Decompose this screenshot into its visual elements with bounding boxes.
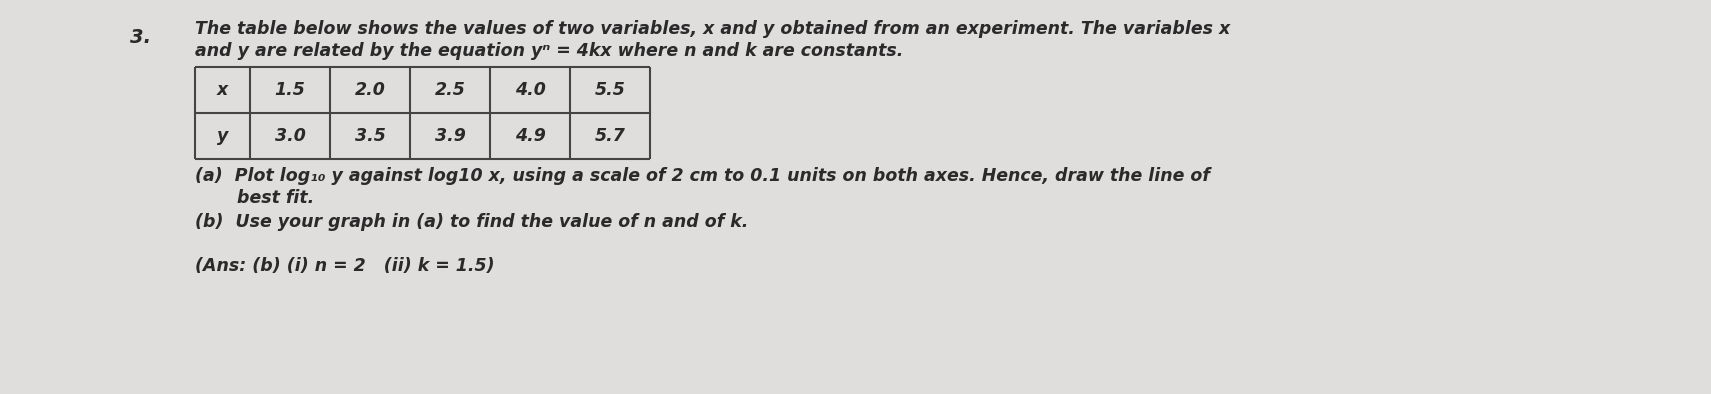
Text: 3.: 3.	[130, 28, 151, 47]
Text: and y are related by the equation yⁿ = 4kx where n and k are constants.: and y are related by the equation yⁿ = 4…	[195, 42, 903, 60]
Text: 5.7: 5.7	[594, 127, 626, 145]
Text: The table below shows the values of two variables, x and y obtained from an expe: The table below shows the values of two …	[195, 20, 1230, 38]
Text: 4.9: 4.9	[515, 127, 546, 145]
Text: (Ans: (b) (i) n = 2   (ii) k = 1.5): (Ans: (b) (i) n = 2 (ii) k = 1.5)	[195, 257, 494, 275]
Text: 2.5: 2.5	[435, 81, 465, 99]
Text: 4.0: 4.0	[515, 81, 546, 99]
Text: 5.5: 5.5	[594, 81, 626, 99]
Text: y: y	[217, 127, 228, 145]
Text: best fit.: best fit.	[195, 189, 315, 207]
Text: 3.9: 3.9	[435, 127, 465, 145]
Text: 2.0: 2.0	[354, 81, 385, 99]
Text: x: x	[217, 81, 228, 99]
Text: (a)  Plot log₁₀ y against log10 x, using a scale of 2 cm to 0.1 units on both ax: (a) Plot log₁₀ y against log10 x, using …	[195, 167, 1210, 185]
Text: 3.0: 3.0	[274, 127, 306, 145]
Text: 1.5: 1.5	[274, 81, 306, 99]
Text: 3.5: 3.5	[354, 127, 385, 145]
Text: (b)  Use your graph in (a) to find the value of n and of k.: (b) Use your graph in (a) to find the va…	[195, 213, 748, 231]
